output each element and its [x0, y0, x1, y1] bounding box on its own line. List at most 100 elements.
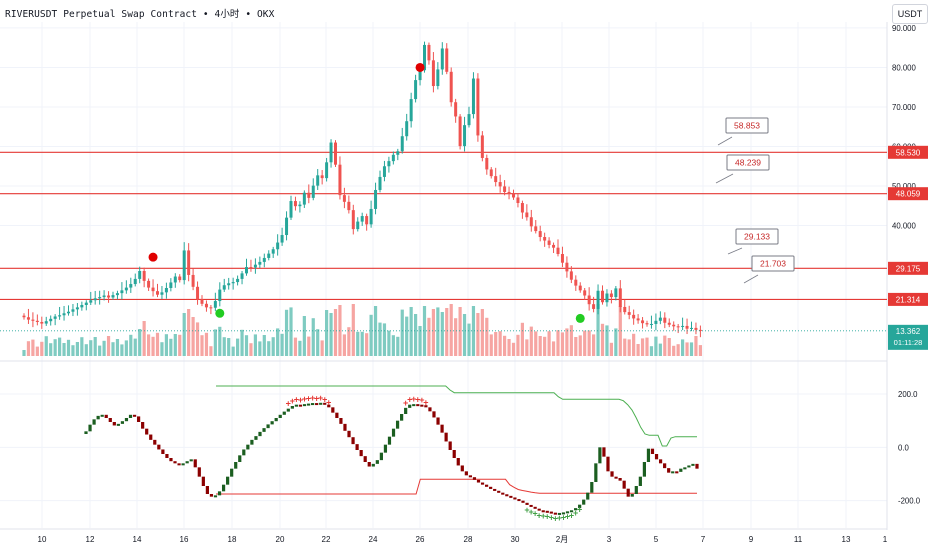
volume-bar — [609, 342, 613, 356]
oscillator-bar — [169, 458, 173, 462]
volume-bar — [267, 341, 271, 356]
candle-body — [35, 320, 39, 322]
volume-bar — [605, 325, 609, 356]
candle-body — [151, 287, 155, 292]
oscillator-bar — [278, 414, 282, 418]
candle-body — [22, 315, 26, 318]
callout-leader — [727, 247, 743, 255]
volume-bar — [115, 339, 120, 356]
volume-bar — [307, 336, 311, 356]
oscillator-bar — [521, 500, 525, 503]
candle-body — [40, 321, 44, 324]
candle-body — [107, 295, 111, 298]
volume-bar — [494, 332, 498, 356]
price-axis-tick: 80.000 — [892, 63, 917, 72]
oscillator-bar — [448, 441, 452, 450]
candle-body — [124, 287, 128, 291]
candle-body — [187, 250, 191, 275]
candle-body — [276, 242, 280, 250]
oscillator-bar — [246, 444, 250, 450]
time-axis-tick: 12 — [86, 535, 95, 544]
oscillator-bar — [339, 418, 343, 424]
oscillator-bar — [319, 402, 323, 405]
oscillator-bar — [428, 407, 432, 412]
candle-body — [338, 164, 342, 196]
volume-bar — [498, 331, 502, 356]
candle-body — [351, 210, 355, 230]
volume-bar — [511, 342, 516, 356]
volume-bar — [600, 323, 605, 356]
volume-bar — [62, 343, 66, 356]
oscillator-bar — [173, 461, 177, 464]
candle-body — [271, 249, 275, 254]
overbought-marker: + — [290, 396, 295, 406]
volume-bar — [244, 335, 249, 356]
candle-body — [49, 318, 53, 322]
oscillator-bar — [335, 412, 339, 418]
oscillator-bar — [108, 418, 112, 422]
oscillator-bar — [610, 471, 614, 477]
oversold-marker: + — [537, 510, 542, 520]
volume-bar — [142, 321, 146, 356]
volume-bar — [583, 330, 587, 356]
candle-body — [658, 317, 662, 321]
candle-body — [204, 303, 208, 308]
time-axis-tick: 7 — [701, 535, 706, 544]
oscillator-axis-tick: 0.0 — [898, 443, 910, 452]
oscillator-axis-tick: -200.0 — [898, 497, 921, 506]
oscillator-bar — [687, 465, 691, 468]
oscillator-bar — [258, 431, 262, 437]
volume-bar — [422, 306, 427, 356]
candle-body — [378, 176, 382, 190]
candle-body — [391, 154, 395, 162]
level-callout-box — [751, 255, 795, 272]
oscillator-bar — [294, 404, 299, 407]
oscillator-bar — [675, 471, 679, 474]
oscillator-bar — [92, 419, 96, 425]
candle-body — [258, 261, 262, 265]
oscillator-bar — [489, 486, 493, 489]
candle-body — [565, 262, 569, 272]
candle-body — [525, 212, 529, 218]
oversold-marker: + — [561, 512, 566, 522]
volume-bar — [289, 307, 293, 356]
oversold-marker: + — [533, 509, 538, 519]
volume-bar — [462, 314, 467, 356]
candle-body — [325, 162, 329, 179]
candle-body — [476, 78, 480, 136]
oscillator-bar — [606, 456, 610, 472]
candle-body — [592, 304, 596, 309]
oscillator-bar — [614, 476, 618, 479]
candle-body — [400, 136, 404, 152]
oscillator-bar — [691, 463, 695, 466]
candle-body — [449, 71, 453, 103]
oscillator-bar — [561, 512, 566, 515]
sell-signal-marker — [148, 252, 158, 262]
candle-body — [663, 317, 667, 323]
volume-bar — [654, 336, 658, 356]
volume-bar — [391, 335, 395, 356]
oscillator-bar — [124, 418, 129, 422]
volume-bar — [543, 336, 547, 356]
currency-button[interactable]: USDT — [892, 4, 928, 24]
candle-body — [249, 267, 253, 269]
oscillator-bar — [201, 476, 205, 486]
candle-body — [636, 318, 640, 321]
oscillator-bar — [112, 422, 116, 426]
volume-bar — [342, 334, 346, 356]
volume-bar — [645, 337, 649, 356]
time-axis-tick: 10 — [38, 535, 47, 544]
volume-bar — [698, 345, 702, 356]
time-axis-tick: 13 — [842, 535, 851, 544]
candle-body — [133, 278, 137, 285]
overbought-marker: + — [298, 395, 303, 405]
candle-body — [347, 201, 351, 211]
oscillator-bar — [100, 414, 104, 417]
oscillator-bar — [161, 449, 165, 454]
oscillator-bar — [282, 411, 286, 415]
candle-body — [614, 288, 618, 298]
volume-bar — [534, 331, 538, 356]
price-level-tag — [888, 261, 928, 275]
time-axis-tick: 22 — [322, 535, 331, 544]
